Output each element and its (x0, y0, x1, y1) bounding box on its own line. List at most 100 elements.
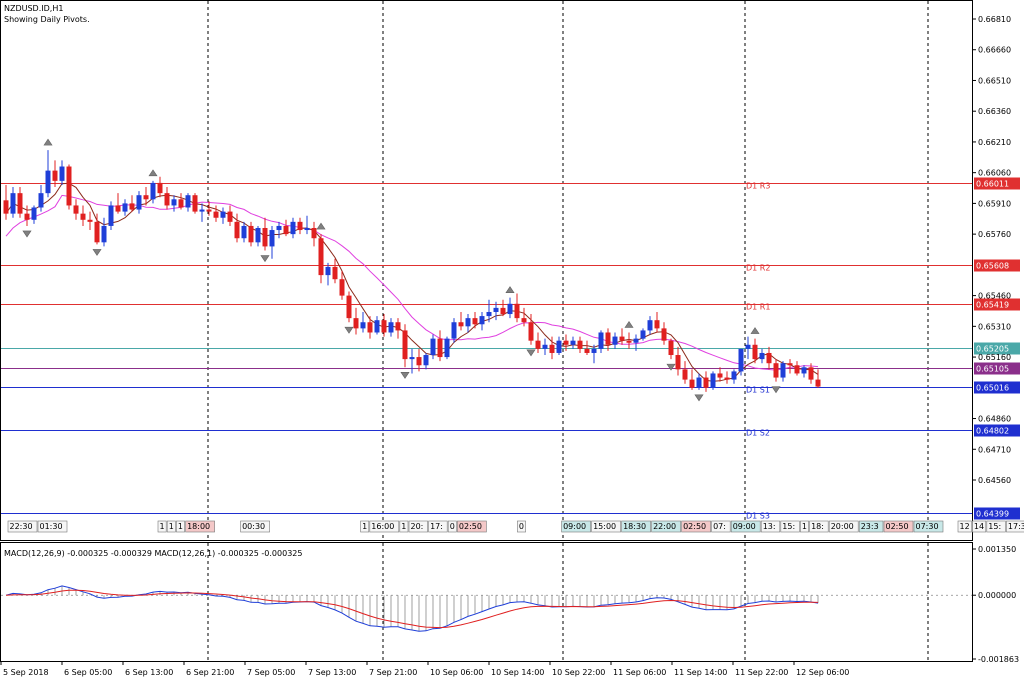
candle-body (10, 193, 16, 214)
candle-body (157, 182, 163, 194)
pivot-name: D1 R1 (746, 303, 770, 312)
candle-body (290, 221, 296, 235)
price-axis-label: 0.66360 (978, 107, 1011, 116)
session-box (591, 520, 621, 533)
session-label: 02:50 (886, 522, 909, 531)
fractal-down-arrow (22, 230, 32, 238)
session-box (913, 520, 944, 533)
time-axis-label: 5 Sep 2018 (3, 668, 49, 677)
candle-body (528, 322, 534, 341)
candle-body (283, 225, 289, 235)
candle-body (577, 340, 583, 349)
candle-body (815, 379, 821, 387)
price-axis-label: 0.64710 (978, 445, 1011, 454)
candle-body (542, 344, 548, 349)
session-label: 20:00 (831, 522, 854, 531)
fractal-down-arrow (666, 363, 676, 371)
pivot-name: D1 R3 (746, 182, 770, 191)
candle-body (710, 373, 716, 388)
fractal-down-arrow (526, 349, 536, 357)
session-label: 09:00 (733, 522, 756, 531)
session-box (972, 520, 987, 533)
session-label: 15: (782, 522, 795, 531)
candle-body (738, 348, 744, 372)
session-box (883, 520, 914, 533)
session-box (730, 520, 761, 533)
session-labels: 22:30 01:30 1 1 1 18:00 00:30 1 16:00 1 20: 17: 0 02:… (7, 520, 1024, 533)
candle-body (136, 195, 142, 210)
session-box (457, 520, 487, 533)
candle-body (402, 330, 408, 360)
session-label: 1 (178, 522, 183, 531)
fractal-arrows (22, 138, 781, 402)
candle-body (654, 320, 660, 329)
session-label: 14 (974, 522, 984, 531)
candles (3, 150, 821, 392)
candle-body (255, 227, 261, 243)
candle-body (129, 203, 135, 210)
candle-body (17, 193, 23, 214)
pivot-price-tag (974, 381, 1020, 394)
candle-body (409, 357, 415, 360)
price-axis-label: 0.65160 (978, 353, 1011, 362)
price-axis-label: 0.66810 (978, 15, 1011, 24)
fractal-down-arrow (771, 386, 781, 394)
session-box (157, 520, 167, 533)
session-box (711, 520, 731, 533)
candle-body (59, 166, 65, 181)
candle-body (458, 322, 464, 327)
candle-body (311, 227, 317, 239)
price-axis-label: 0.64560 (978, 476, 1011, 485)
candle-body (262, 227, 268, 247)
candle-body (647, 320, 653, 331)
session-box (240, 520, 270, 533)
price-axis-label: 0.65760 (978, 230, 1011, 239)
time-axis-label: 12 Sep 06:00 (796, 668, 849, 677)
candle-body (395, 322, 401, 331)
session-label: 23:3 (861, 522, 879, 531)
session-label: 01:30 (40, 522, 63, 531)
candle-body (150, 182, 156, 200)
candle-body (388, 322, 394, 333)
time-axis-label: 10 Sep 14:00 (491, 668, 544, 677)
session-label: 0 (519, 522, 524, 531)
candle-body (374, 320, 380, 333)
candle-body (122, 203, 128, 212)
pivot-price-label: 0.66011 (976, 180, 1009, 189)
macd-axis-label: 0.001350 (978, 545, 1016, 554)
candle-body (472, 318, 478, 325)
candle-body (794, 365, 800, 374)
candle-body (45, 170, 51, 194)
session-box (428, 520, 448, 533)
session-box (399, 520, 409, 533)
session-box (37, 520, 68, 533)
price-axis-label: 0.66060 (978, 169, 1011, 178)
time-axis-label: 10 Sep 06:00 (430, 668, 483, 677)
candle-body (598, 332, 604, 349)
candle-body (724, 377, 730, 380)
price-axis-label: 0.65910 (978, 199, 1011, 208)
candle-body (332, 266, 338, 280)
session-label: 1 (401, 522, 406, 531)
candle-body (465, 318, 471, 327)
macd-signal-line (5, 589, 819, 629)
candle-body (108, 205, 114, 226)
candle-body (164, 193, 170, 206)
session-box (369, 520, 400, 533)
candle-body (367, 322, 373, 333)
candle-body (451, 322, 457, 339)
price-axis-label: 0.66660 (978, 46, 1011, 55)
pivot-price-tag (974, 259, 1020, 272)
session-label: 18:30 (623, 522, 646, 531)
candle-body (178, 199, 184, 208)
fractal-down-arrow (92, 249, 102, 256)
candle-body (360, 322, 366, 329)
candle-body (430, 338, 436, 356)
time-axis-label: 7 Sep 13:00 (308, 668, 356, 677)
time-axis-label: 11 Sep 14:00 (674, 668, 727, 677)
time-axis-label: 11 Sep 22:00 (735, 668, 788, 677)
candle-body (619, 336, 625, 341)
candle-body (241, 225, 247, 239)
candle-body (801, 367, 807, 374)
